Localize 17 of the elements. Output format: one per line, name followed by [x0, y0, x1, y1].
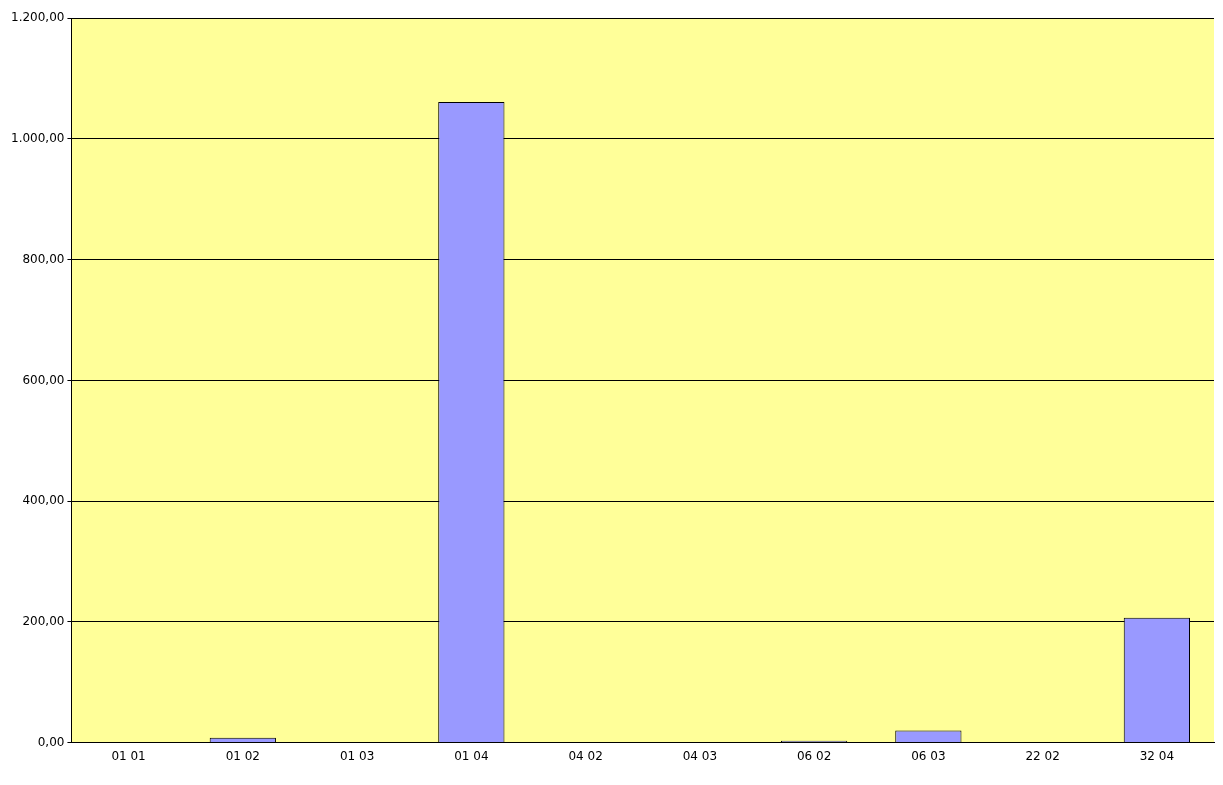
x-tick-label: 04 02: [568, 748, 603, 763]
y-tick-label: 400,00: [22, 493, 65, 508]
x-tick-label: 01 02: [225, 748, 260, 763]
y-tick-label: 0,00: [37, 734, 65, 749]
x-tick-label: 06 02: [796, 748, 832, 763]
x-tick-label: 04 03: [682, 748, 718, 763]
x-tick-label: 01 01: [111, 748, 146, 763]
x-tick-label: 06 03: [911, 748, 946, 763]
y-tick-label: 200,00: [22, 613, 65, 628]
x-tick-label: 22 02: [1025, 748, 1060, 763]
x-tick-label: 01 03: [339, 748, 375, 763]
x-tick-label: 01 04: [454, 748, 489, 763]
x-tick-label: 32 04: [1139, 748, 1175, 763]
y-tick-label: 1.000,00: [11, 131, 65, 146]
y-tick-label: 800,00: [22, 251, 65, 266]
y-tick-label: 1.200,00: [11, 10, 65, 25]
y-tick-label: 600,00: [22, 372, 65, 387]
